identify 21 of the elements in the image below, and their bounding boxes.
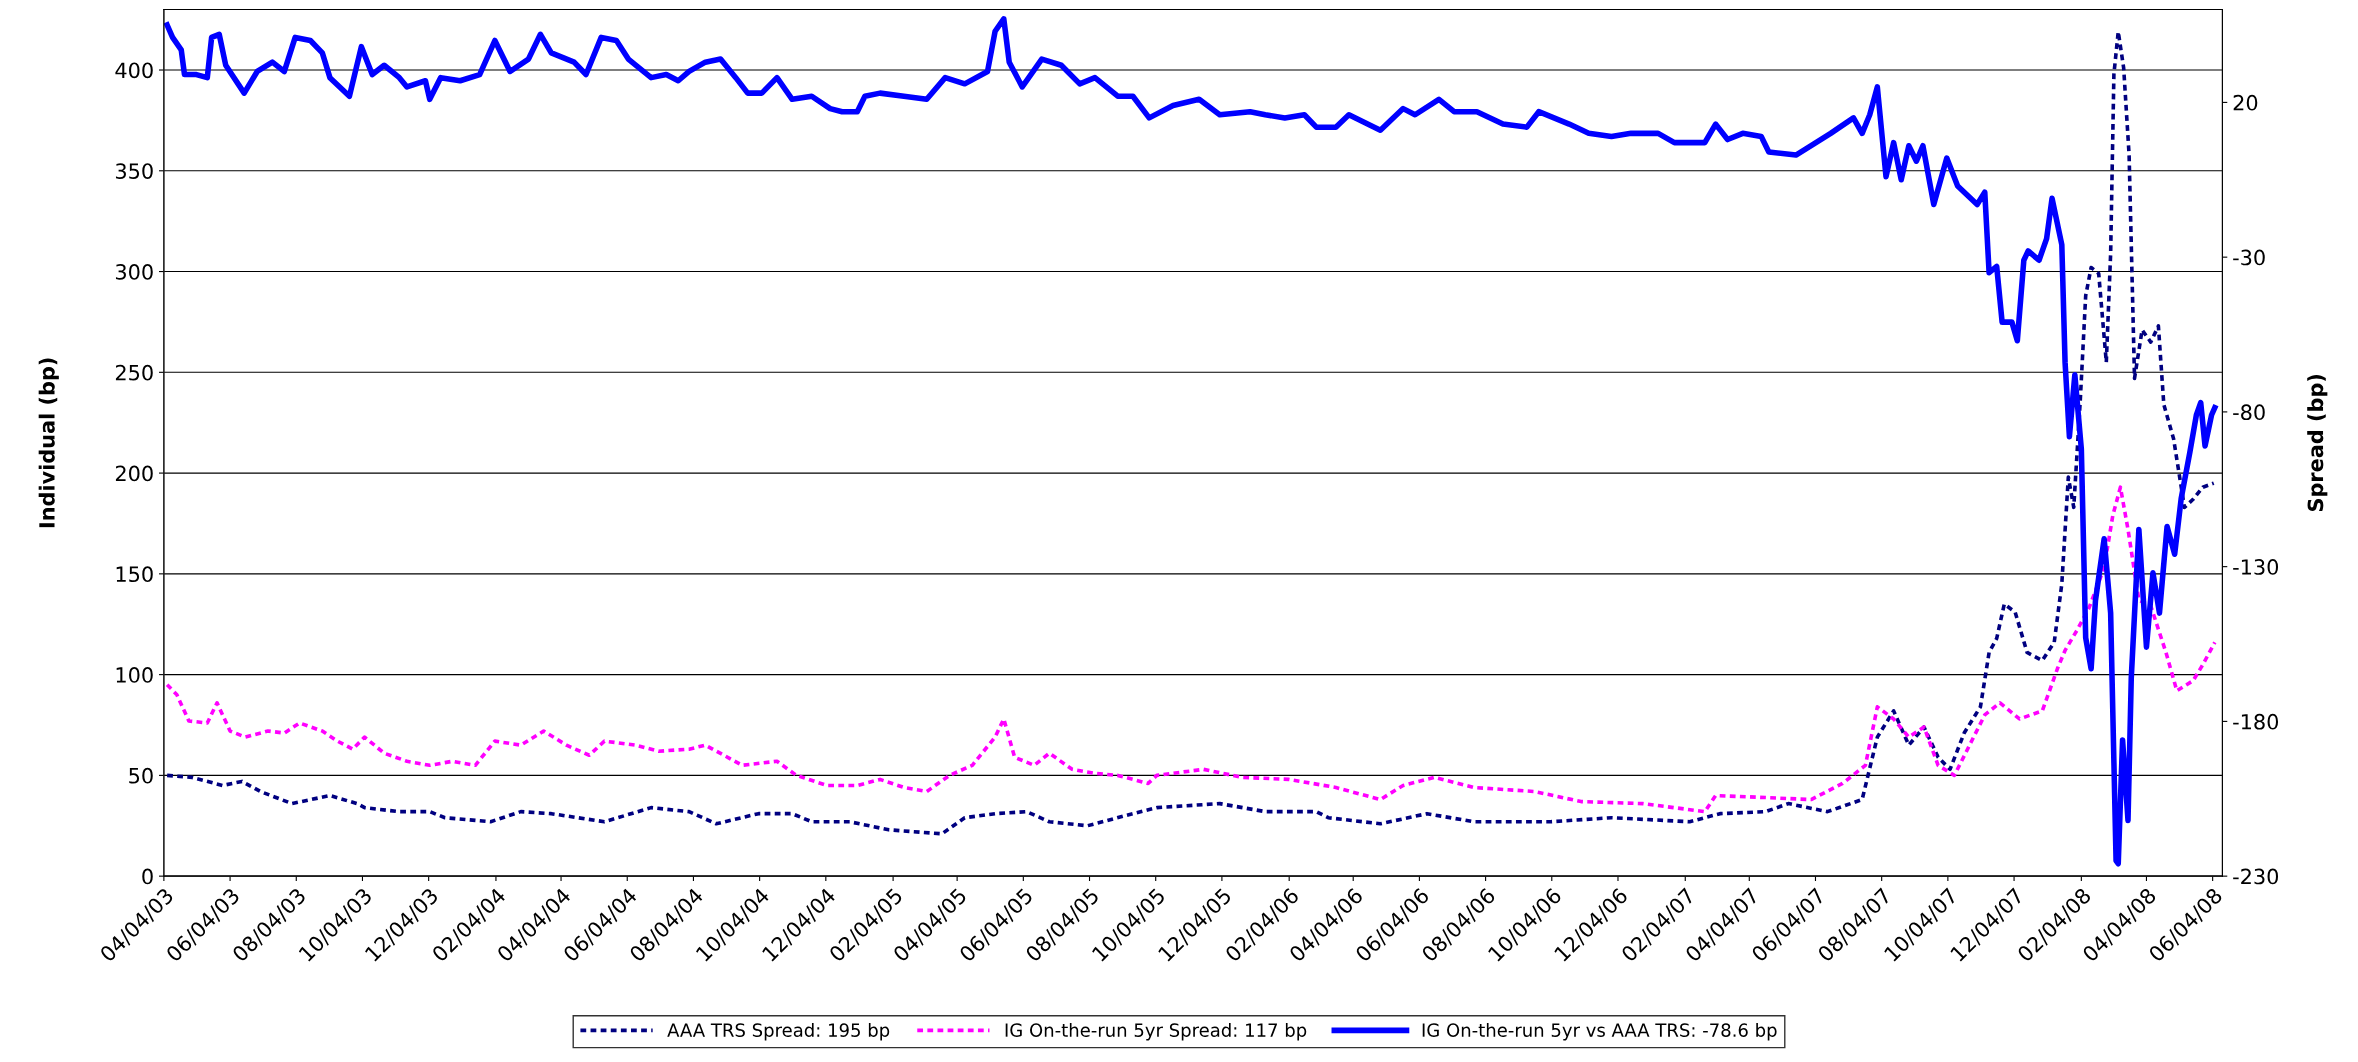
y-tick-label: 200 xyxy=(115,465,153,482)
y-tick-label: 350 xyxy=(115,163,153,179)
y-tick-label: 100 xyxy=(116,667,153,683)
y-tick-label: 0 xyxy=(142,868,153,885)
y-tick-label: 300 xyxy=(115,264,153,280)
y-tick-label: 400 xyxy=(115,62,153,79)
y2-tick-label: -80 xyxy=(2233,404,2265,421)
y-tick-label: 50 xyxy=(129,767,153,784)
y2-tick-label: 20 xyxy=(2233,94,2258,111)
y2-tick-label: -180 xyxy=(2233,713,2279,730)
line-series xyxy=(165,485,2217,814)
y2-tick-label: -230 xyxy=(2233,868,2279,885)
y-tick-label: 150 xyxy=(116,566,153,583)
legend-label: IG On-the-run 5yr vs AAA TRS: -78.6 bp xyxy=(1422,1022,1777,1041)
y-axis-title: Individual (bp) xyxy=(38,358,59,528)
legend-label: IG On-the-run 5yr Spread: 117 bp xyxy=(1005,1022,1307,1041)
y-tick-label: 250 xyxy=(115,364,153,381)
legend-label: AAA TRS Spread: 195 bp xyxy=(667,1022,890,1041)
y2-tick-label: -30 xyxy=(2233,249,2265,266)
y2-tick-label: -130 xyxy=(2233,559,2279,575)
y2-axis-title: Spread (bp) xyxy=(2307,374,2328,512)
